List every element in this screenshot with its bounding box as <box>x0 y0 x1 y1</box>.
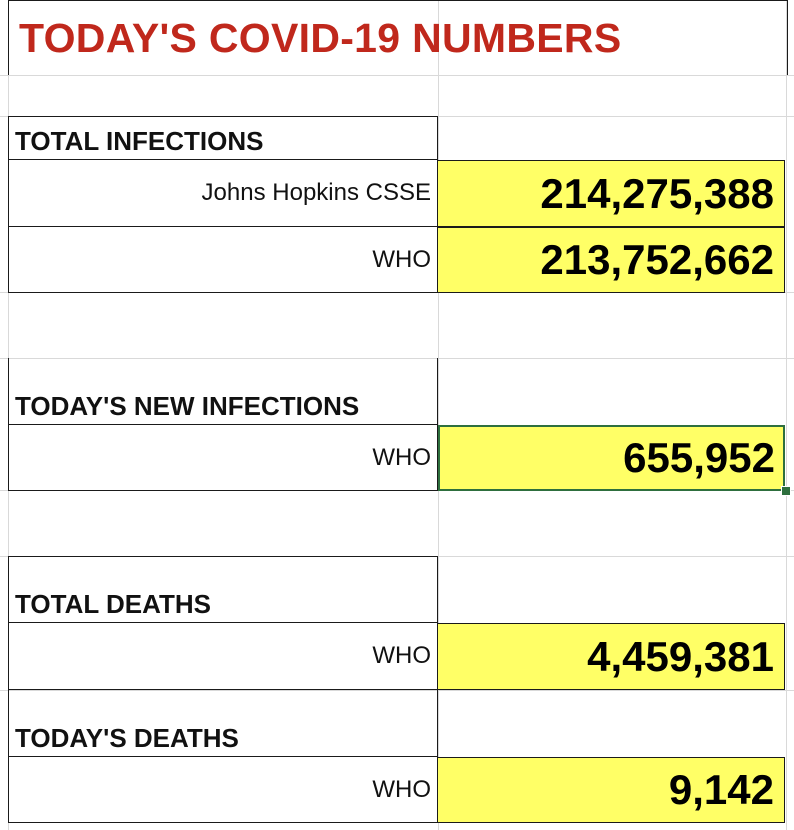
row-gridline <box>0 690 794 691</box>
source-label-jhu[interactable]: Johns Hopkins CSSE <box>8 160 438 227</box>
source-label-who-total-infections[interactable]: WHO <box>8 227 438 293</box>
value-total-deaths-who[interactable]: 4,459,381 <box>438 623 785 690</box>
value-new-infections-who[interactable]: 655,952 <box>438 425 785 491</box>
column-gridline <box>438 0 439 830</box>
source-label-who-total-deaths[interactable]: WHO <box>8 623 438 690</box>
source-label-who-new-infections[interactable]: WHO <box>8 425 438 491</box>
row-gridline <box>0 358 794 359</box>
row-gridline <box>0 75 794 76</box>
value-todays-deaths-who[interactable]: 9,142 <box>438 757 785 823</box>
section-heading-total-deaths[interactable]: TOTAL DEATHS <box>8 556 438 623</box>
column-gridline <box>786 0 787 830</box>
source-label-who-todays-deaths[interactable]: WHO <box>8 757 438 823</box>
value-total-infections-jhu[interactable]: 214,275,388 <box>438 160 785 227</box>
section-heading-new-infections[interactable]: TODAY'S NEW INFECTIONS <box>8 358 438 425</box>
fill-handle[interactable] <box>781 486 791 496</box>
section-heading-total-infections[interactable]: TOTAL INFECTIONS <box>8 116 438 160</box>
section-heading-todays-deaths[interactable]: TODAY'S DEATHS <box>8 690 438 757</box>
sheet-title[interactable]: TODAY'S COVID-19 NUMBERS <box>8 0 788 75</box>
value-total-infections-who[interactable]: 213,752,662 <box>438 227 785 293</box>
